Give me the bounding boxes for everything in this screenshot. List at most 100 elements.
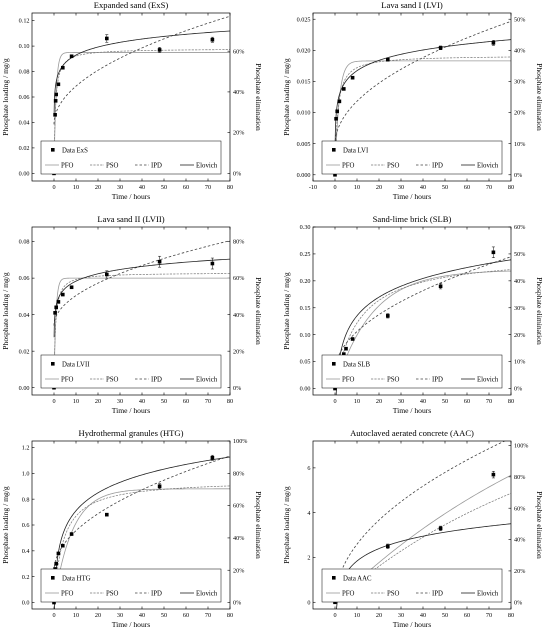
data-point — [61, 292, 65, 297]
legend-data-label: Data SLB — [343, 362, 370, 369]
data-point — [386, 544, 390, 549]
y2-tick-label: 0% — [233, 600, 241, 607]
y2-tick-label: 20% — [233, 130, 244, 137]
y-tick-label: 0.0 — [22, 600, 30, 607]
y2-tick-label: 80% — [233, 470, 244, 477]
y-tick-label: 0.010 — [297, 110, 311, 117]
fit-curve-pso — [53, 49, 230, 174]
y-tick-label: 0.4 — [22, 548, 30, 555]
y-tick-label: 0.015 — [297, 79, 311, 86]
y-tick-label: 0.025 — [297, 16, 311, 23]
legend-label-elovich: Elovich — [477, 163, 499, 170]
data-point — [56, 82, 61, 87]
y-tick-label: 0.06 — [19, 94, 30, 101]
x-tick-label: 70 — [205, 184, 211, 191]
legend: Data SLB PFO PSO IPD Elovich — [321, 354, 503, 389]
y-tick-label: 0.08 — [19, 239, 30, 246]
legend: Data LVI PFO PSO IPD Elovich — [321, 140, 503, 175]
legend-marker — [51, 362, 55, 366]
data-point — [54, 561, 58, 566]
x-tick-label: 0 — [333, 612, 336, 619]
y-axis-label: Phosphate loading / mg/g — [1, 58, 10, 136]
y-tick-label: 0.12 — [19, 18, 30, 25]
y2-tick-label: 40% — [514, 537, 525, 544]
fit-curves — [53, 15, 230, 174]
legend-label-ipd: IPD — [151, 377, 162, 384]
legend-marker — [332, 576, 336, 580]
y-tick-label: 0.30 — [300, 224, 311, 231]
data-point — [54, 305, 58, 310]
y2-axis-label: Phosphate elimination — [254, 277, 263, 345]
legend-label-ipd: IPD — [432, 377, 443, 384]
x-tick-label: 10 — [354, 398, 360, 405]
y-tick-label: 0.6 — [22, 522, 30, 529]
legend-label-pfo: PFO — [61, 377, 74, 384]
y-tick-label: 0.04 — [19, 120, 30, 127]
plot-frame — [31, 440, 231, 610]
x-axis-label: Time / hours — [112, 192, 151, 201]
y2-tick-label: 80% — [233, 239, 244, 246]
x-tick-label: 0 — [52, 612, 55, 619]
chart-title: Expanded sand (ExS) — [94, 0, 169, 10]
data-point — [342, 352, 346, 356]
x-tick-label: 60 — [183, 184, 189, 191]
legend-label-ipd: IPD — [432, 591, 443, 598]
y-tick-label: 0.08 — [19, 69, 30, 76]
x-tick-label: 0 — [52, 184, 55, 191]
data-point — [386, 314, 390, 318]
data-point — [61, 543, 65, 548]
legend-label-pso: PSO — [106, 163, 119, 170]
y-tick-label: 0.02 — [19, 348, 30, 355]
legend-label-pfo: PFO — [342, 377, 355, 384]
y2-tick-label: 50% — [514, 251, 525, 258]
data-point — [105, 36, 109, 41]
data-point — [333, 172, 337, 177]
y-tick-label: 0.00 — [19, 385, 30, 392]
x-tick-label: 70 — [205, 612, 211, 619]
legend-marker — [51, 576, 55, 580]
x-tick-label: -10 — [309, 184, 317, 191]
y2-tick-label: 20% — [233, 348, 244, 355]
y2-tick-label: 80% — [514, 474, 525, 481]
legend-box — [321, 140, 503, 175]
y2-axis-label: Phosphate elimination — [535, 63, 544, 131]
x-tick-label: 70 — [486, 398, 492, 405]
x-tick-label: 70 — [486, 184, 492, 191]
legend-data-label: Data HTG — [62, 576, 91, 583]
legend-box — [40, 354, 222, 389]
fit-curve-pfo — [53, 277, 230, 388]
y-tick-label: 0.20 — [300, 278, 311, 285]
chart-panel-2: Lava sand I (LVI) -10 0 10 20 30 40 50 60 70 80 0.0… — [282, 0, 544, 201]
y-tick-label: 0.000 — [297, 172, 311, 179]
x-tick-label: 10 — [73, 612, 79, 619]
y-tick-label: 0.8 — [22, 496, 30, 503]
legend-data-label: Data LVII — [62, 362, 90, 369]
data-point — [491, 472, 496, 477]
y2-tick-label: 60% — [233, 503, 244, 510]
fit-curves — [53, 240, 230, 388]
fit-curve-pso — [53, 485, 230, 603]
data-point — [335, 109, 339, 114]
x-tick-label: 40 — [139, 612, 145, 619]
x-tick-label: 80 — [227, 398, 233, 405]
y-tick-label: 0.020 — [297, 47, 311, 54]
y2-tick-label: 20% — [514, 110, 525, 117]
legend: Data HTG PFO PSO IPD Elovich — [40, 568, 222, 603]
x-tick-label: 0 — [333, 398, 336, 405]
data-point — [438, 46, 443, 50]
fit-curve-pso — [53, 273, 230, 388]
y2-tick-label: 10% — [514, 359, 525, 366]
data-point — [69, 54, 74, 59]
y2-tick-label: 100% — [514, 443, 528, 450]
legend-box — [40, 568, 222, 603]
y-tick-label: 0.25 — [300, 251, 311, 258]
y2-tick-label: 0% — [514, 599, 522, 606]
legend-box — [40, 140, 222, 175]
x-tick-label: 40 — [420, 612, 426, 619]
y-tick-label: 0 — [307, 599, 310, 606]
data-point — [210, 456, 215, 460]
legend-marker — [332, 148, 336, 152]
x-tick-label: 0 — [333, 184, 336, 191]
legend-marker — [51, 148, 55, 152]
data-point — [438, 284, 443, 289]
